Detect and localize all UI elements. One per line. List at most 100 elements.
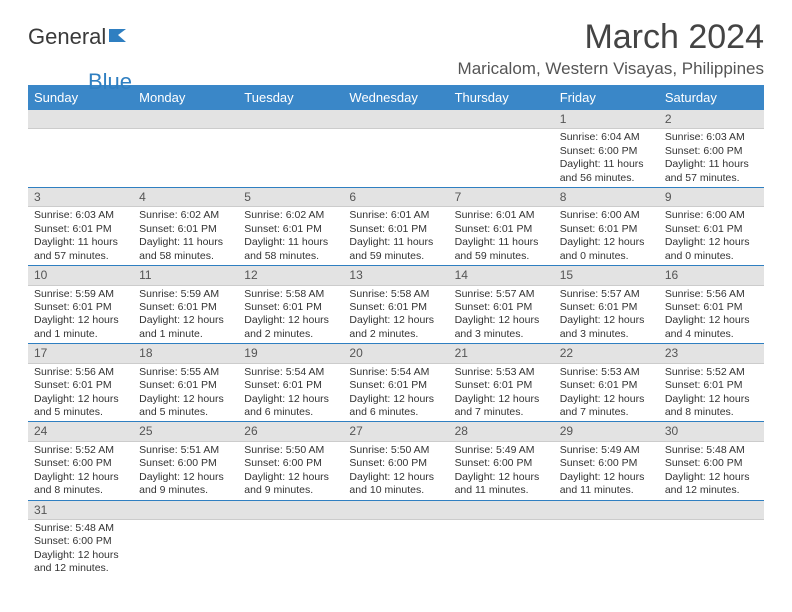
day-body: Sunrise: 6:02 AMSunset: 6:01 PMDaylight:… [133, 207, 238, 265]
sunset-text: Sunset: 6:01 PM [349, 379, 442, 392]
sunrise-text: Sunrise: 6:03 AM [34, 209, 127, 222]
sunset-text: Sunset: 6:01 PM [349, 223, 442, 236]
day-number: 6 [343, 188, 448, 207]
sunset-text: Sunset: 6:01 PM [349, 301, 442, 314]
calendar-cell: 12Sunrise: 5:58 AMSunset: 6:01 PMDayligh… [238, 266, 343, 344]
daylight-text: Daylight: 11 hours and 57 minutes. [665, 158, 758, 185]
day-body: Sunrise: 5:50 AMSunset: 6:00 PMDaylight:… [238, 442, 343, 500]
day-number: 5 [238, 188, 343, 207]
day-number: 20 [343, 344, 448, 363]
day-number: 24 [28, 422, 133, 441]
daylight-text: Daylight: 12 hours and 7 minutes. [560, 393, 653, 420]
calendar-cell: 9Sunrise: 6:00 AMSunset: 6:01 PMDaylight… [659, 188, 764, 266]
page-title: March 2024 [458, 18, 764, 57]
day-number: 14 [449, 266, 554, 285]
sunset-text: Sunset: 6:00 PM [244, 457, 337, 470]
day-header: Wednesday [343, 85, 448, 110]
day-body: Sunrise: 5:48 AMSunset: 6:00 PMDaylight:… [28, 520, 133, 578]
day-body: Sunrise: 5:53 AMSunset: 6:01 PMDaylight:… [449, 364, 554, 422]
title-block: March 2024 Maricalom, Western Visayas, P… [458, 18, 764, 79]
day-number: 26 [238, 422, 343, 441]
calendar-cell: 26Sunrise: 5:50 AMSunset: 6:00 PMDayligh… [238, 422, 343, 500]
sunset-text: Sunset: 6:01 PM [244, 379, 337, 392]
calendar-cell [659, 500, 764, 578]
calendar-cell: 3Sunrise: 6:03 AMSunset: 6:01 PMDaylight… [28, 188, 133, 266]
daylight-text: Daylight: 11 hours and 56 minutes. [560, 158, 653, 185]
sunset-text: Sunset: 6:01 PM [560, 379, 653, 392]
day-header: Saturday [659, 85, 764, 110]
calendar-cell: 20Sunrise: 5:54 AMSunset: 6:01 PMDayligh… [343, 344, 448, 422]
day-body: Sunrise: 5:52 AMSunset: 6:01 PMDaylight:… [659, 364, 764, 422]
day-body: Sunrise: 6:00 AMSunset: 6:01 PMDaylight:… [659, 207, 764, 265]
sunset-text: Sunset: 6:01 PM [665, 379, 758, 392]
day-number: 21 [449, 344, 554, 363]
daylight-text: Daylight: 12 hours and 2 minutes. [349, 314, 442, 341]
sunrise-text: Sunrise: 6:02 AM [244, 209, 337, 222]
calendar-cell: 2Sunrise: 6:03 AMSunset: 6:00 PMDaylight… [659, 110, 764, 188]
daylight-text: Daylight: 12 hours and 6 minutes. [349, 393, 442, 420]
calendar-cell: 27Sunrise: 5:50 AMSunset: 6:00 PMDayligh… [343, 422, 448, 500]
calendar-cell [449, 500, 554, 578]
daylight-text: Daylight: 12 hours and 1 minute. [34, 314, 127, 341]
sunrise-text: Sunrise: 5:55 AM [139, 366, 232, 379]
day-number: 29 [554, 422, 659, 441]
sunrise-text: Sunrise: 5:56 AM [34, 366, 127, 379]
day-number: 25 [133, 422, 238, 441]
sunrise-text: Sunrise: 6:01 AM [349, 209, 442, 222]
calendar-cell: 21Sunrise: 5:53 AMSunset: 6:01 PMDayligh… [449, 344, 554, 422]
calendar-cell: 23Sunrise: 5:52 AMSunset: 6:01 PMDayligh… [659, 344, 764, 422]
sunset-text: Sunset: 6:01 PM [455, 379, 548, 392]
day-number: 11 [133, 266, 238, 285]
daylight-text: Daylight: 12 hours and 6 minutes. [244, 393, 337, 420]
sunrise-text: Sunrise: 5:50 AM [349, 444, 442, 457]
calendar-cell: 18Sunrise: 5:55 AMSunset: 6:01 PMDayligh… [133, 344, 238, 422]
daylight-text: Daylight: 12 hours and 1 minute. [139, 314, 232, 341]
day-body: Sunrise: 6:01 AMSunset: 6:01 PMDaylight:… [449, 207, 554, 265]
day-header: Friday [554, 85, 659, 110]
day-body [133, 520, 238, 524]
calendar-table: Sunday Monday Tuesday Wednesday Thursday… [28, 85, 764, 578]
day-body: Sunrise: 5:54 AMSunset: 6:01 PMDaylight:… [343, 364, 448, 422]
daylight-text: Daylight: 11 hours and 58 minutes. [139, 236, 232, 263]
daylight-text: Daylight: 12 hours and 2 minutes. [244, 314, 337, 341]
day-body: Sunrise: 6:03 AMSunset: 6:01 PMDaylight:… [28, 207, 133, 265]
calendar-week-row: 10Sunrise: 5:59 AMSunset: 6:01 PMDayligh… [28, 266, 764, 344]
day-number [133, 110, 238, 129]
day-body: Sunrise: 6:01 AMSunset: 6:01 PMDaylight:… [343, 207, 448, 265]
sunset-text: Sunset: 6:01 PM [560, 301, 653, 314]
day-body [659, 520, 764, 524]
day-number: 13 [343, 266, 448, 285]
sunrise-text: Sunrise: 5:54 AM [349, 366, 442, 379]
day-number [343, 110, 448, 129]
day-body: Sunrise: 5:50 AMSunset: 6:00 PMDaylight:… [343, 442, 448, 500]
calendar-week-row: 31Sunrise: 5:48 AMSunset: 6:00 PMDayligh… [28, 500, 764, 578]
day-number [554, 501, 659, 520]
calendar-cell: 19Sunrise: 5:54 AMSunset: 6:01 PMDayligh… [238, 344, 343, 422]
calendar-cell: 25Sunrise: 5:51 AMSunset: 6:00 PMDayligh… [133, 422, 238, 500]
calendar-cell [343, 110, 448, 188]
day-number: 16 [659, 266, 764, 285]
day-number [343, 501, 448, 520]
calendar-cell [133, 500, 238, 578]
day-body: Sunrise: 5:59 AMSunset: 6:01 PMDaylight:… [28, 286, 133, 344]
logo-text-1: General [28, 24, 106, 50]
calendar-cell: 11Sunrise: 5:59 AMSunset: 6:01 PMDayligh… [133, 266, 238, 344]
calendar-cell: 10Sunrise: 5:59 AMSunset: 6:01 PMDayligh… [28, 266, 133, 344]
day-body: Sunrise: 5:49 AMSunset: 6:00 PMDaylight:… [554, 442, 659, 500]
sunset-text: Sunset: 6:01 PM [560, 223, 653, 236]
sunrise-text: Sunrise: 6:02 AM [139, 209, 232, 222]
calendar-cell: 4Sunrise: 6:02 AMSunset: 6:01 PMDaylight… [133, 188, 238, 266]
sunset-text: Sunset: 6:00 PM [665, 145, 758, 158]
day-number: 19 [238, 344, 343, 363]
day-number: 23 [659, 344, 764, 363]
sunset-text: Sunset: 6:01 PM [455, 301, 548, 314]
sunrise-text: Sunrise: 5:49 AM [455, 444, 548, 457]
day-body: Sunrise: 6:02 AMSunset: 6:01 PMDaylight:… [238, 207, 343, 265]
day-body [238, 129, 343, 133]
daylight-text: Daylight: 12 hours and 8 minutes. [665, 393, 758, 420]
daylight-text: Daylight: 12 hours and 0 minutes. [665, 236, 758, 263]
day-body [449, 129, 554, 133]
calendar-cell [554, 500, 659, 578]
calendar-week-row: 24Sunrise: 5:52 AMSunset: 6:00 PMDayligh… [28, 422, 764, 500]
calendar-cell [133, 110, 238, 188]
